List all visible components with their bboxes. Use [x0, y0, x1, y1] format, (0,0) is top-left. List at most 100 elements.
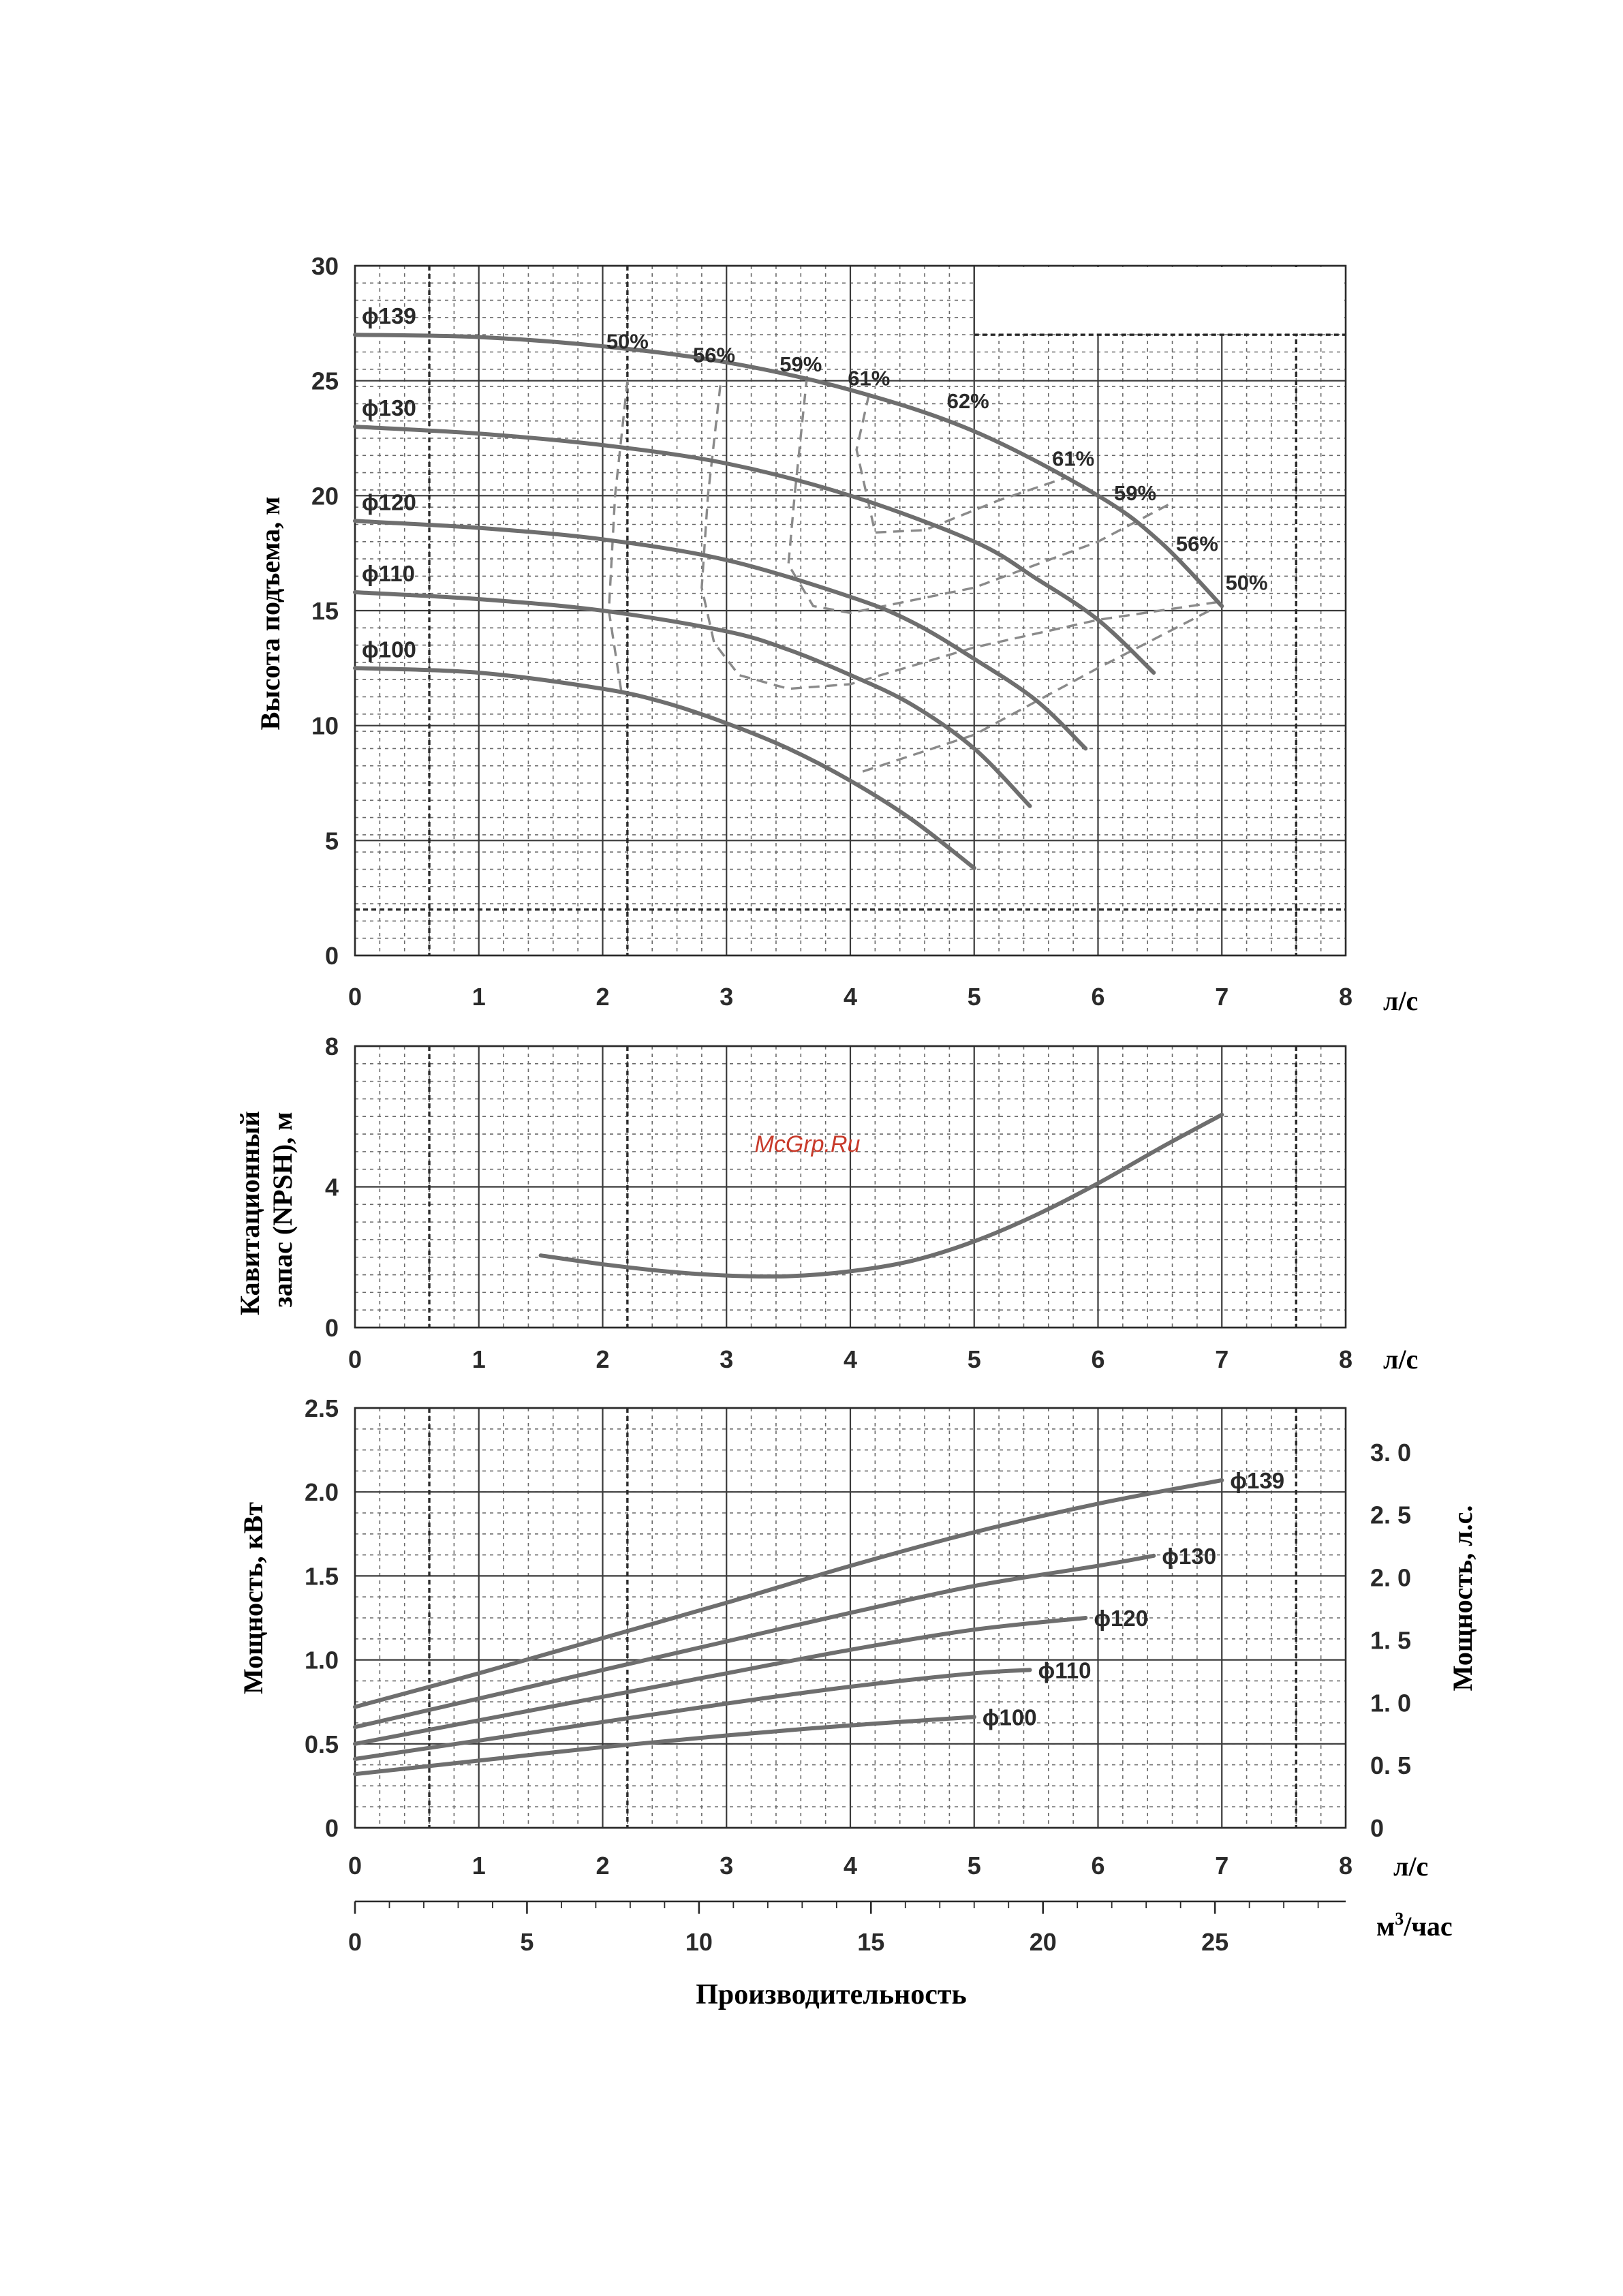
y-tick-label: 30	[311, 252, 339, 280]
series-label: ϕ100	[362, 637, 416, 662]
efficiency-curve	[855, 394, 1068, 534]
efficiency-label: 50%	[1226, 571, 1268, 595]
series-line	[353, 519, 1088, 751]
x-tick-label: 0	[348, 1345, 362, 1373]
series-line	[538, 1112, 1224, 1279]
x-tick-label: 4	[844, 1852, 857, 1880]
series-label: ϕ110	[362, 561, 415, 586]
head-chart: 0 1 2 3 4 5 6 7 8 0 5 10 15 20 25 30 ϕ139 ϕ130 ϕ120 ϕ110 ϕ10…	[311, 252, 1352, 1011]
npsh-chart: 0 1 2 3 4 5 6 7 8 0 4 8	[325, 1032, 1352, 1373]
x-tick-label: 2	[596, 1852, 609, 1880]
series-line	[353, 1553, 1156, 1730]
x-tick-label: 6	[1091, 1852, 1104, 1880]
x-tick-label: 1	[472, 983, 486, 1011]
efficiency-label: 61%	[848, 366, 890, 390]
x-tick-label: 4	[844, 983, 857, 1011]
series-line	[353, 666, 976, 870]
watermark: McGrp.Ru	[755, 1131, 861, 1157]
power-y-axis-label-right: Мощность, л.с.	[1447, 1505, 1478, 1692]
npsh-y-axis-label-line2: запас (NPSH), м	[267, 1112, 298, 1308]
y-right-tick-label: 2. 0	[1370, 1564, 1411, 1592]
series-label: ϕ120	[362, 489, 416, 515]
y-tick-label: 0.5	[305, 1730, 339, 1758]
y-tick-label: 15	[311, 597, 339, 625]
power-x-unit: л/с	[1393, 1851, 1428, 1882]
x-tick-label: 5	[968, 1852, 981, 1880]
y-tick-label: 2.0	[305, 1478, 339, 1506]
m3h-tick-label: 20	[1030, 1928, 1057, 1956]
y-right-tick-label: 2. 5	[1370, 1501, 1411, 1529]
x-tick-label: 3	[720, 1852, 733, 1880]
series-label: ϕ110	[1038, 1657, 1092, 1683]
flow-m3h-unit-sup: 3	[1395, 1909, 1404, 1929]
y-tick-label: 0	[325, 942, 339, 970]
x-tick-label: 3	[720, 983, 733, 1011]
series-line	[353, 1668, 1032, 1761]
x-tick-label: 4	[844, 1345, 857, 1373]
npsh-y-axis-label-line1: Кавитационный	[234, 1111, 265, 1315]
y-tick-label: 8	[325, 1032, 339, 1060]
plot-frame	[354, 1407, 1347, 1829]
efficiency-curve	[787, 376, 1173, 615]
y-tick-label: 10	[311, 712, 339, 740]
flow-m3h-axis: 0 5 10 15 20 25	[348, 1900, 1346, 1956]
x-tick-label: 8	[1339, 983, 1352, 1011]
efficiency-label: 62%	[947, 389, 989, 413]
series-line	[353, 333, 1224, 609]
x-tick-label: 8	[1339, 1852, 1352, 1880]
x-tick-label: 7	[1215, 983, 1228, 1011]
x-tick-label: 5	[968, 983, 981, 1011]
y-right-tick-label: 0	[1370, 1814, 1384, 1842]
series-line	[353, 590, 1032, 808]
x-tick-label: 8	[1339, 1345, 1352, 1373]
plot-frame	[354, 1045, 1347, 1329]
efficiency-label: 59%	[779, 352, 822, 376]
x-axis-title: Производительность	[696, 1979, 966, 2010]
flow-m3h-unit: м3/час	[1376, 1909, 1453, 1942]
y-tick-label: 20	[311, 482, 339, 510]
series-label: ϕ130	[362, 395, 416, 420]
y-tick-label: 5	[325, 827, 339, 855]
x-tick-label: 6	[1091, 983, 1104, 1011]
efficiency-curve	[700, 385, 1222, 690]
efficiency-curve	[607, 380, 629, 692]
y-right-tick-label: 1. 5	[1370, 1626, 1411, 1654]
x-tick-label: 6	[1091, 1345, 1104, 1373]
m3h-tick-label: 15	[857, 1928, 884, 1956]
flow-m3h-unit-base: м	[1376, 1911, 1395, 1942]
head-y-axis-label: Высота подъема, м	[255, 497, 285, 731]
plot-frame	[354, 264, 1347, 957]
y-tick-label: 2.5	[305, 1394, 339, 1422]
series-label: ϕ130	[1162, 1544, 1216, 1569]
y-tick-label: 4	[325, 1174, 339, 1201]
x-tick-label: 7	[1215, 1852, 1228, 1880]
m3h-tick-label: 5	[520, 1928, 534, 1956]
y-tick-label: 1.5	[305, 1562, 339, 1590]
m3h-tick-label: 25	[1201, 1928, 1228, 1956]
head-x-unit: л/с	[1383, 985, 1418, 1016]
y-right-tick-label: 1. 0	[1370, 1689, 1411, 1717]
npsh-y-axis-label: Кавитационный запас (NPSH), м	[234, 1104, 298, 1315]
power-y-axis-label: Мощность, кВт	[238, 1502, 268, 1694]
npsh-x-unit: л/с	[1383, 1344, 1418, 1375]
x-tick-label: 2	[596, 983, 609, 1011]
efficiency-label: 61%	[1052, 446, 1094, 470]
m3h-tick-label: 0	[348, 1928, 362, 1956]
x-tick-label: 1	[472, 1345, 486, 1373]
x-tick-label: 7	[1215, 1345, 1228, 1373]
power-chart: 0 1 2 3 4 5 6 7 800.51.01.52.02.500. 51. 01. 52.…	[305, 1394, 1411, 1880]
x-tick-label: 1	[472, 1852, 486, 1880]
y-tick-label: 25	[311, 367, 339, 395]
x-tick-label: 0	[348, 1852, 362, 1880]
m3h-tick-label: 10	[685, 1928, 713, 1956]
y-tick-label: 0	[325, 1314, 339, 1342]
y-tick-label: 1.0	[305, 1647, 339, 1674]
series-label: ϕ100	[983, 1704, 1037, 1730]
efficiency-label: 56%	[693, 343, 735, 367]
y-tick-label: 0	[325, 1814, 339, 1842]
series-line	[353, 1478, 1224, 1709]
series-label: ϕ120	[1094, 1606, 1148, 1631]
series-label: ϕ139	[362, 303, 416, 328]
y-right-tick-label: 3. 0	[1370, 1439, 1411, 1467]
